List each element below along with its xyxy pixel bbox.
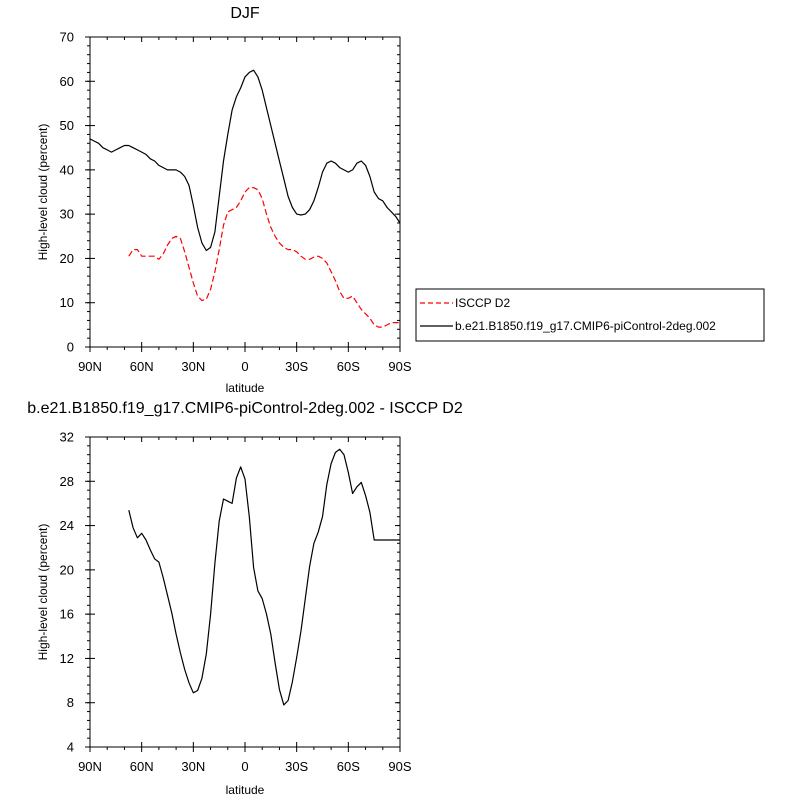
chart-top-ytick-label: 30 [60, 207, 74, 222]
chart-bottom-xtick-label: 60S [337, 759, 360, 774]
chart-top-xtick-label: 0 [241, 359, 248, 374]
legend: ISCCP D2 b.e21.B1850.f19_g17.CMIP6-piCon… [415, 288, 765, 342]
chart-top-title: DJF [230, 5, 260, 22]
legend-label-model: b.e21.B1850.f19_g17.CMIP6-piControl-2deg… [455, 319, 716, 333]
chart-bottom: b.e21.B1850.f19_g17.CMIP6-piControl-2deg… [27, 400, 463, 797]
chart-top-ytick-label: 50 [60, 118, 74, 133]
chart-top-series-line-0 [128, 187, 400, 328]
chart-top-series-line-1 [89, 69, 401, 252]
chart-top-xtick-label: 90N [78, 359, 102, 374]
chart-bottom-ylabel: High-level cloud (percent) [36, 524, 50, 661]
chart-bottom-ytick-label: 16 [60, 607, 74, 622]
chart-top-ytick-label: 20 [60, 251, 74, 266]
legend-label-isccp: ISCCP D2 [455, 296, 510, 310]
chart-top-xtick-label: 60S [337, 359, 360, 374]
chart-bottom-ticks: 90N 60N 30N 0 30S 60S 90S 4 8 12 16 20 24 28 32 [60, 430, 412, 775]
chart-bottom-ytick-label: 24 [60, 518, 74, 533]
chart-bottom-xtick-label: 30N [181, 759, 205, 774]
chart-top-ytick-label: 60 [60, 74, 74, 89]
chart-bottom-series-line-0 [128, 448, 400, 706]
chart-bottom-series [128, 448, 400, 706]
chart-top-xlabel: latitude [226, 381, 265, 395]
chart-bottom-ytick-label: 8 [67, 695, 74, 710]
chart-bottom-ytick-label: 20 [60, 562, 74, 577]
chart-top-ylabel: High-level cloud (percent) [36, 124, 50, 261]
chart-top-ytick-label: 0 [67, 340, 74, 355]
chart-bottom-ytick-label: 28 [60, 474, 74, 489]
chart-bottom-xlabel: latitude [226, 783, 265, 797]
chart-bottom-xtick-label: 60N [130, 759, 154, 774]
chart-bottom-xtick-label: 90S [388, 759, 411, 774]
chart-bottom-xtick-label: 30S [285, 759, 308, 774]
chart-bottom-xtick-label: 0 [241, 759, 248, 774]
chart-top-plot-frame [89, 36, 401, 348]
chart-top-ticks: 90N 60N 30N 0 30S 60S 90S 0 10 20 30 40 50 60 70 [60, 30, 412, 375]
chart-top-xtick-label: 30S [285, 359, 308, 374]
chart-top-xtick-label: 30N [181, 359, 205, 374]
chart-bottom-ytick-label: 4 [67, 740, 74, 755]
chart-top-ytick-label: 40 [60, 162, 74, 177]
chart-bottom-title: b.e21.B1850.f19_g17.CMIP6-piControl-2deg… [27, 400, 463, 417]
chart-top-xtick-label: 90S [388, 359, 411, 374]
chart-top-ytick-label: 10 [60, 295, 74, 310]
chart-top-xtick-label: 60N [130, 359, 154, 374]
legend-box [415, 288, 765, 342]
chart-top: DJF 90N 60N 30N 0 30S 60S 90S 0 10 20 30 40 50 60 70 l… [36, 5, 412, 395]
chart-bottom-xtick-label: 90N [78, 759, 102, 774]
chart-top-ytick-label: 70 [60, 30, 74, 45]
chart-top-series [89, 69, 401, 328]
chart-bottom-ytick-label: 12 [60, 651, 74, 666]
chart-bottom-ytick-label: 32 [60, 430, 74, 445]
